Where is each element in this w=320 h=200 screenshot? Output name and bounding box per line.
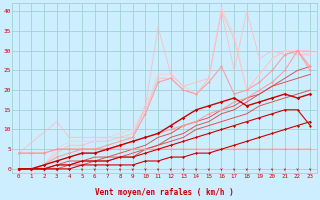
X-axis label: Vent moyen/en rafales ( km/h ): Vent moyen/en rafales ( km/h ) [95,188,234,197]
